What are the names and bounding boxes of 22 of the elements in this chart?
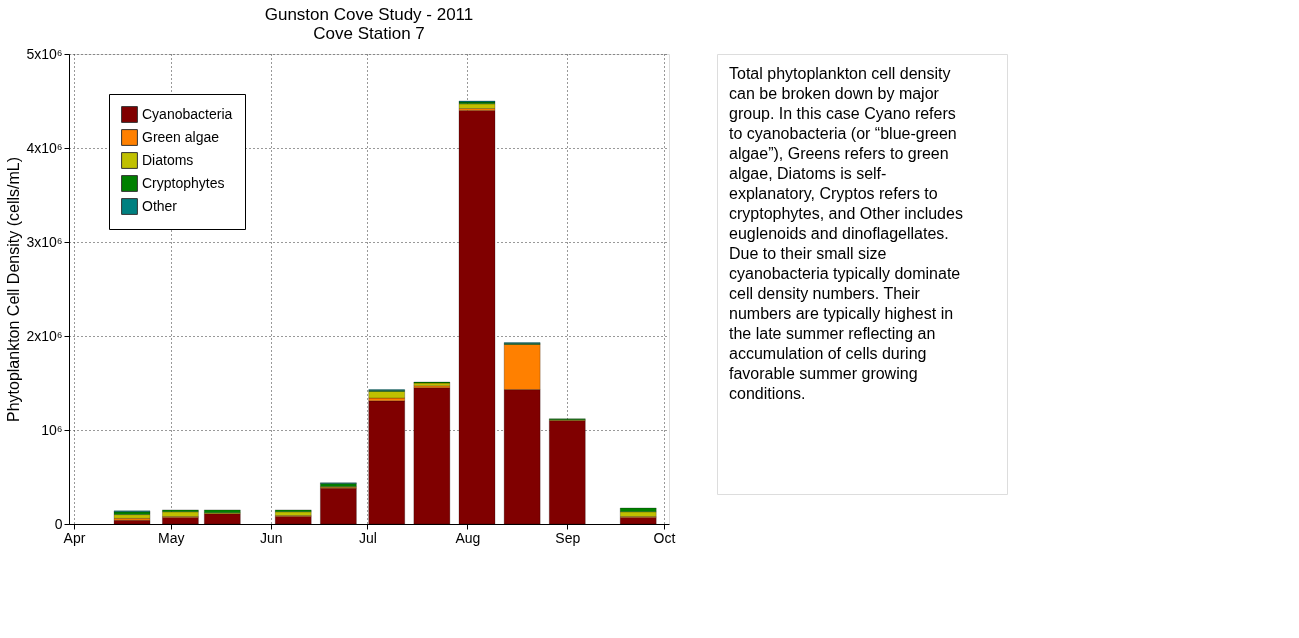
legend-label: Diatoms <box>142 151 194 168</box>
y-tick-label: 5x10⁶ <box>26 45 63 62</box>
y-tick-label: 10⁶ <box>41 421 63 438</box>
y-axis-title: Phytoplankton Cell Density (cells/mL) <box>5 157 23 422</box>
y-tick-label: 3x10⁶ <box>26 233 63 250</box>
x-tick-label: May <box>157 529 185 546</box>
y-tick-label: 4x10⁶ <box>26 139 63 156</box>
legend-label: Other <box>142 197 178 214</box>
text: Cove Station 7 <box>313 24 425 43</box>
x-tick-label: Aug <box>455 529 481 546</box>
y-tick-label: 0 <box>54 515 63 532</box>
legend-label: Green algae <box>142 128 220 145</box>
x-tick-label: Oct <box>653 529 676 546</box>
legend-label: Cryptophytes <box>142 174 225 191</box>
text: Gunston Cove Study - 2011 <box>264 5 474 24</box>
x-tick-label: Apr <box>63 529 86 546</box>
text: Total phytoplankton cell density can be broken down by major group. In this case Cyano refers to cyanobacteria (or “blue-green algae”), Greens refers to green algae, Diatoms is self-explanatory, Cryptos refers to cryptophytes, and Other includes euglenoids and dinoflagellates. Due to their small size cyanobacteria typically dominate cell density numbers. Their numbers are typically highest in the late summer reflecting an accumulation of cells during favorable summer growing conditions. <box>729 65 963 402</box>
x-tick-label: Sep <box>555 529 581 546</box>
y-tick-label: 2x10⁶ <box>26 327 63 344</box>
x-tick-label: Jul <box>358 529 377 546</box>
legend-label: Cyanobacteria <box>142 105 233 122</box>
x-tick-label: Jun <box>259 529 283 546</box>
